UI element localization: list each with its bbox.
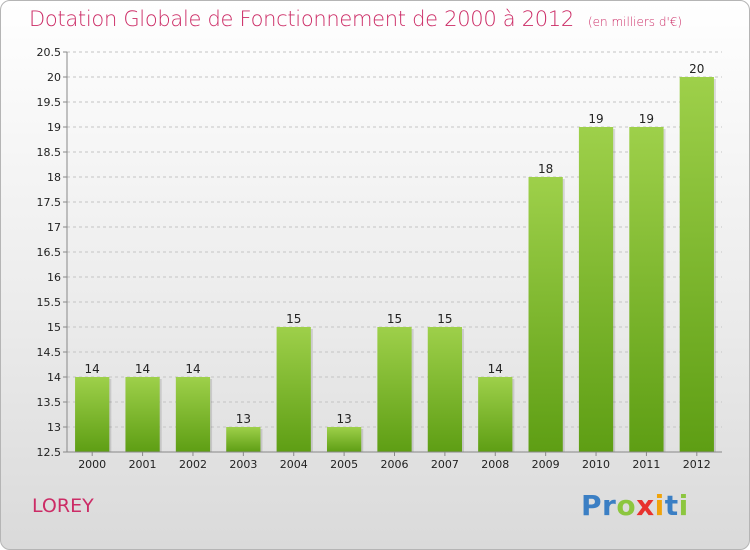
bar <box>326 427 362 452</box>
x-tick-label: 2000 <box>78 458 106 471</box>
bar-value-label: 13 <box>236 412 251 426</box>
bar-value-label: 18 <box>538 162 553 176</box>
bar-value-label: 20 <box>689 62 704 76</box>
y-tick-label: 20 <box>47 71 61 84</box>
x-tick-label: 2012 <box>683 458 711 471</box>
bar <box>578 127 614 452</box>
x-tick-label: 2009 <box>532 458 560 471</box>
y-tick-label: 19.5 <box>37 96 62 109</box>
y-tick-label: 15.5 <box>37 296 62 309</box>
bar-value-label: 14 <box>488 362 503 376</box>
bar-value-label: 15 <box>286 312 301 326</box>
chart-title: Dotation Globale de Fonctionnement de 20… <box>29 7 574 31</box>
bars: 14 14 14 13 15 13 15 15 14 18 19 19 20 <box>75 62 716 452</box>
bar <box>478 377 513 452</box>
bar <box>226 427 261 452</box>
y-tick-label: 15 <box>47 321 61 334</box>
logo-letter: x <box>636 489 655 522</box>
unit-note: (en milliers d'€) <box>587 15 683 29</box>
x-tick-label: 2001 <box>129 458 157 471</box>
logo-letter: o <box>616 489 637 522</box>
x-tick-label: 2004 <box>280 458 308 471</box>
bar-value-label: 15 <box>387 312 402 326</box>
y-tick-label: 13 <box>47 421 61 434</box>
logo-letter: i <box>654 489 665 522</box>
y-tick-label: 16.5 <box>37 246 62 259</box>
y-tick-label: 14.5 <box>37 346 62 359</box>
bar-value-label: 19 <box>588 112 603 126</box>
y-tick-label: 19 <box>47 121 61 134</box>
x-tick-label: 2010 <box>582 458 610 471</box>
bar <box>679 77 714 452</box>
proxiti-logo: Proxiti <box>581 489 689 522</box>
logo-letter: t <box>664 489 679 522</box>
x-tick-label: 2005 <box>330 458 358 471</box>
bar <box>629 127 664 452</box>
y-tick-label: 13.5 <box>37 396 62 409</box>
x-tick-label: 2008 <box>481 458 509 471</box>
bar-value-label: 15 <box>437 312 452 326</box>
y-tick-label: 17.5 <box>37 196 62 209</box>
y-tick-label: 12.5 <box>37 446 62 459</box>
x-tick-label: 2002 <box>179 458 207 471</box>
bar <box>75 377 110 452</box>
x-tick-label: 2003 <box>229 458 257 471</box>
x-tick-label: 2006 <box>381 458 409 471</box>
y-tick-label: 16 <box>47 271 61 284</box>
bar <box>276 327 311 452</box>
bar-value-label: 13 <box>336 412 351 426</box>
bar-value-label: 14 <box>135 362 150 376</box>
bar <box>125 377 160 452</box>
bar-value-label: 19 <box>639 112 654 126</box>
bar <box>175 377 211 452</box>
logo-letter: i <box>678 489 689 522</box>
bar <box>427 327 463 452</box>
commune-name: LOREY <box>32 495 94 517</box>
y-tick-label: 18 <box>47 171 61 184</box>
logo-letter: P <box>581 489 603 522</box>
bar <box>528 177 563 452</box>
bar-value-label: 14 <box>85 362 100 376</box>
y-tick-label: 18.5 <box>37 146 62 159</box>
logo-letter: r <box>602 489 617 522</box>
bar-value-label: 14 <box>185 362 200 376</box>
x-tick-label: 2011 <box>632 458 660 471</box>
y-tick-label: 17 <box>47 221 61 234</box>
y-tick-label: 14 <box>47 371 61 384</box>
chart-title-block: Dotation Globale de Fonctionnement de 20… <box>29 7 682 31</box>
bar <box>377 327 412 452</box>
y-tick-label: 20.5 <box>37 46 62 59</box>
x-tick-label: 2007 <box>431 458 459 471</box>
axes: 12.5 13 13.5 14 14.5 15 15.5 16 16.5 17 17.5 18 18.5… <box>37 46 722 471</box>
